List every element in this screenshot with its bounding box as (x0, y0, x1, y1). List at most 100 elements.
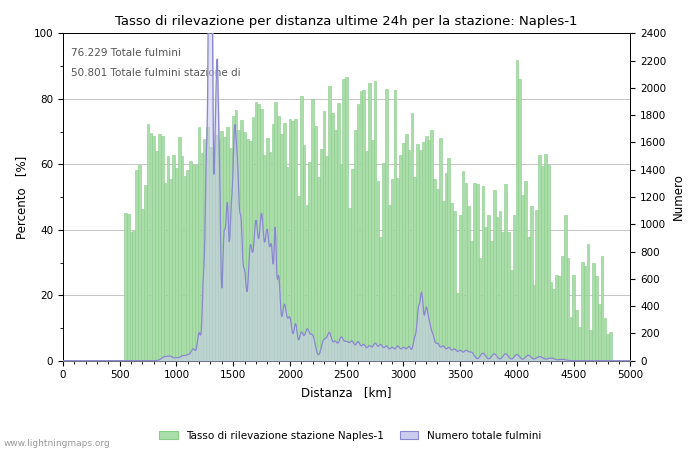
Bar (391, 180, 393, 361)
Bar (144, 185, 146, 361)
Bar (178, 137, 181, 361)
Bar (209, 148, 212, 361)
Bar (201, 153, 203, 361)
Bar (226, 127, 229, 361)
Bar (237, 130, 240, 361)
Bar (294, 119, 297, 361)
Bar (158, 134, 161, 361)
Bar (573, 275, 575, 361)
Bar (504, 184, 507, 361)
Bar (442, 201, 444, 361)
Bar (277, 116, 280, 361)
Bar (439, 138, 442, 361)
Bar (334, 130, 337, 361)
Bar (550, 282, 552, 361)
Bar (192, 165, 195, 361)
Bar (357, 104, 359, 361)
Bar (153, 136, 155, 361)
Bar (458, 215, 461, 361)
Bar (544, 154, 547, 361)
Bar (419, 150, 422, 361)
Bar (519, 79, 522, 361)
Bar (309, 162, 312, 361)
Bar (547, 165, 550, 361)
Bar (388, 205, 391, 361)
Bar (130, 233, 132, 361)
Bar (450, 203, 453, 361)
Bar (533, 285, 536, 361)
Bar (300, 96, 302, 361)
Bar (303, 145, 305, 361)
Bar (314, 126, 317, 361)
Bar (181, 156, 183, 361)
Bar (405, 134, 407, 361)
Bar (592, 263, 595, 361)
Bar (248, 141, 251, 361)
Bar (601, 256, 603, 361)
Bar (240, 120, 243, 361)
Bar (385, 89, 388, 361)
X-axis label: Distanza   [km]: Distanza [km] (302, 386, 392, 399)
Bar (263, 155, 266, 361)
Bar (465, 183, 467, 361)
Bar (501, 232, 504, 361)
Bar (538, 155, 541, 361)
Bar (320, 149, 323, 361)
Bar (266, 139, 269, 361)
Bar (297, 196, 300, 361)
Bar (598, 304, 601, 361)
Bar (487, 215, 490, 361)
Bar (578, 327, 581, 361)
Bar (252, 117, 254, 361)
Bar (175, 168, 178, 361)
Bar (447, 158, 450, 361)
Bar (422, 142, 425, 361)
Text: www.lightningmaps.org: www.lightningmaps.org (4, 439, 111, 448)
Bar (161, 135, 164, 361)
Bar (229, 148, 232, 361)
Bar (402, 143, 405, 361)
Bar (189, 161, 192, 361)
Bar (524, 181, 527, 361)
Bar (124, 212, 127, 361)
Bar (377, 180, 379, 361)
Bar (482, 186, 484, 361)
Bar (595, 276, 598, 361)
Bar (476, 184, 479, 361)
Bar (348, 208, 351, 361)
Bar (587, 244, 589, 361)
Bar (567, 258, 569, 361)
Bar (470, 241, 473, 361)
Bar (291, 121, 294, 361)
Bar (286, 166, 288, 361)
Bar (232, 116, 235, 361)
Bar (255, 102, 257, 361)
Bar (150, 133, 152, 361)
Bar (430, 130, 433, 361)
Bar (603, 318, 606, 361)
Bar (496, 217, 498, 361)
Bar (132, 231, 135, 361)
Bar (606, 334, 609, 361)
Bar (425, 136, 428, 361)
Bar (337, 103, 340, 361)
Bar (164, 183, 167, 361)
Bar (473, 183, 476, 361)
Bar (555, 275, 558, 361)
Bar (218, 139, 220, 361)
Bar (258, 104, 260, 361)
Bar (558, 276, 561, 361)
Bar (312, 99, 314, 361)
Bar (490, 241, 493, 361)
Bar (198, 127, 200, 361)
Bar (272, 124, 274, 361)
Bar (541, 166, 544, 361)
Bar (484, 227, 487, 361)
Bar (283, 123, 286, 361)
Bar (340, 165, 342, 361)
Bar (172, 155, 175, 361)
Bar (453, 212, 456, 361)
Bar (516, 60, 518, 361)
Bar (589, 330, 592, 361)
Bar (436, 189, 439, 361)
